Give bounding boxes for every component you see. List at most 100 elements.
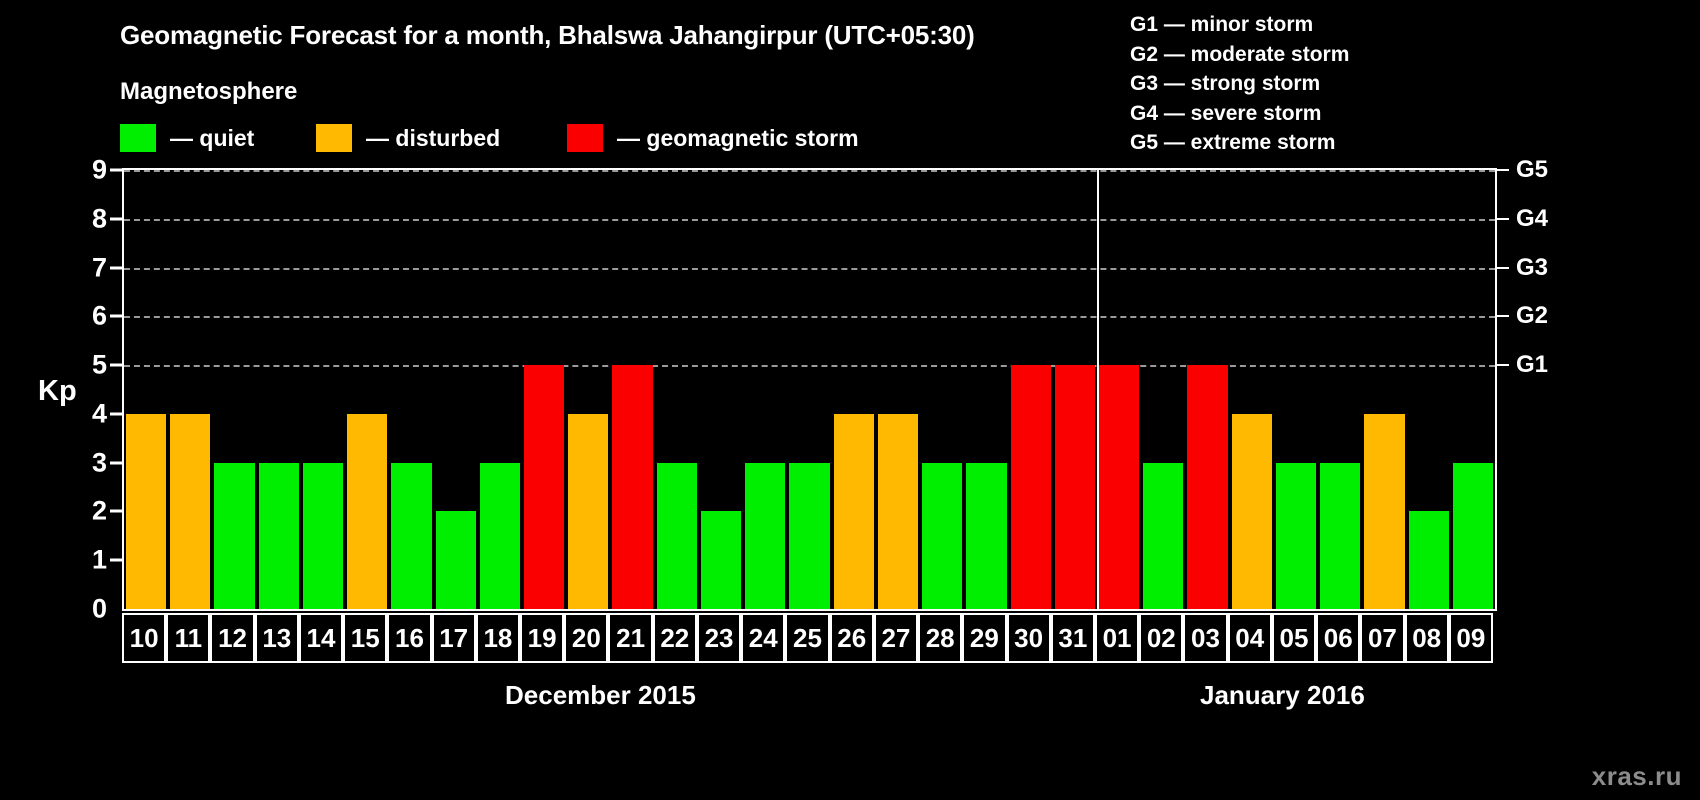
y-tick-mark-4	[110, 412, 122, 416]
storm-scale-row-g2: G2 — moderate storm	[1130, 42, 1350, 66]
bar-day-25	[789, 462, 830, 609]
bar-day-01	[1098, 365, 1140, 609]
bar-day-20	[568, 413, 609, 609]
y-tick-mark-5	[110, 363, 122, 367]
bar-day-23	[700, 511, 742, 609]
g-tick-label-g1: G1	[1516, 351, 1549, 379]
legend-item-2: — geomagnetic storm	[567, 124, 859, 152]
day-label-26: 26	[829, 613, 874, 663]
day-label-22: 22	[652, 613, 697, 663]
bar-day-27	[877, 413, 919, 609]
y-tick-mark-8	[110, 217, 122, 221]
bar-day-11	[170, 413, 211, 609]
day-label-13: 13	[254, 613, 299, 663]
storm-scale-row-g5: G5 — extreme storm	[1130, 131, 1336, 154]
month-label-1: January 2016	[1200, 680, 1365, 710]
y-tick-mark-6	[110, 314, 122, 318]
bar-day-02	[1143, 462, 1184, 609]
g-tick-mark-g1	[1497, 364, 1509, 367]
legend-swatch-icon	[120, 124, 156, 152]
gridline-kp-7	[124, 267, 1495, 270]
bar-day-04	[1231, 413, 1272, 609]
bar-day-07	[1364, 413, 1405, 609]
bar-day-21	[612, 365, 653, 609]
y-tick-label-2: 2	[91, 495, 107, 526]
day-label-12: 12	[210, 613, 255, 663]
g-tick-mark-g2	[1497, 315, 1509, 318]
day-label-11: 11	[166, 613, 211, 663]
storm-scale-legend: G1 — minor storm G2 — moderate storm G3 …	[1130, 10, 1349, 158]
day-label-19: 19	[520, 613, 565, 663]
y-tick-label-6: 6	[91, 300, 107, 331]
day-label-25: 25	[785, 613, 830, 663]
bar-day-26	[833, 413, 874, 609]
day-label-28: 28	[918, 613, 963, 663]
day-label-23: 23	[696, 613, 742, 663]
magnetosphere-legend-title: Magnetosphere	[120, 78, 298, 105]
day-label-03: 03	[1183, 613, 1228, 663]
y-tick-label-9: 9	[91, 154, 107, 185]
day-label-04: 04	[1227, 613, 1272, 663]
day-label-15: 15	[343, 613, 388, 663]
bar-day-14	[302, 462, 344, 609]
day-label-10: 10	[122, 613, 167, 663]
bar-day-17	[435, 511, 476, 609]
day-label-01: 01	[1094, 613, 1140, 663]
day-label-08: 08	[1404, 613, 1449, 663]
day-label-24: 24	[741, 613, 786, 663]
y-tick-label-8: 8	[91, 203, 107, 234]
y-axis-title: Kp	[38, 375, 77, 407]
day-label-29: 29	[962, 613, 1007, 663]
y-tick-label-5: 5	[91, 349, 107, 380]
y-tick-label-7: 7	[91, 252, 107, 283]
bars-container	[124, 170, 1495, 609]
y-tick-label-0: 0	[91, 593, 107, 624]
month-divider-line	[1096, 170, 1099, 609]
month-label-0: December 2015	[505, 680, 696, 710]
bar-day-05	[1275, 462, 1317, 609]
bar-day-22	[656, 462, 697, 609]
bar-day-24	[745, 462, 786, 609]
day-label-21: 21	[608, 613, 653, 663]
gridline-kp-9	[124, 170, 1495, 172]
day-labels-strip: 10 11 12 13 14 15 16 17 18 19 20 21 22 23 24 25 26 27 28 29…	[122, 613, 1497, 663]
g-tick-label-g2: G2	[1516, 302, 1549, 330]
day-label-31: 31	[1050, 613, 1095, 663]
y-tick-label-4: 4	[91, 398, 107, 429]
bar-day-18	[479, 462, 521, 609]
day-label-16: 16	[387, 613, 432, 663]
day-label-09: 09	[1448, 613, 1493, 663]
gridline-kp-5	[124, 365, 1495, 368]
legend-label: — disturbed	[366, 124, 501, 151]
y-tick-mark-9	[110, 168, 122, 172]
y-tick-mark-7	[110, 266, 122, 270]
bar-day-10	[126, 413, 167, 609]
y-tick-mark-2	[110, 509, 122, 513]
bar-day-03	[1187, 365, 1228, 609]
day-label-02: 02	[1139, 613, 1184, 663]
g-tick-mark-g5	[1497, 169, 1509, 171]
y-tick-mark-3	[110, 461, 122, 465]
g-tick-label-g4: G4	[1516, 204, 1549, 232]
g-tick-mark-g3	[1497, 266, 1509, 269]
bar-day-28	[922, 462, 963, 609]
bar-day-09	[1452, 462, 1493, 609]
g-tick-label-g3: G3	[1516, 253, 1549, 281]
g-tick-mark-g4	[1497, 217, 1509, 220]
bar-day-13	[258, 462, 299, 609]
bar-day-08	[1408, 511, 1449, 609]
day-label-14: 14	[298, 613, 344, 663]
day-label-30: 30	[1006, 613, 1051, 663]
day-label-20: 20	[564, 613, 609, 663]
day-label-06: 06	[1316, 613, 1361, 663]
page-title: Geomagnetic Forecast for a month, Bhalsw…	[120, 20, 975, 50]
bar-day-19	[524, 365, 565, 609]
day-label-05: 05	[1271, 613, 1317, 663]
y-tick-label-1: 1	[91, 544, 107, 575]
bar-day-30	[1010, 365, 1051, 609]
storm-scale-row-g3: G3 — strong storm	[1130, 72, 1321, 95]
bar-day-29	[966, 462, 1007, 609]
legend-label: — quiet	[170, 124, 255, 151]
y-tick-mark-1	[110, 558, 122, 562]
